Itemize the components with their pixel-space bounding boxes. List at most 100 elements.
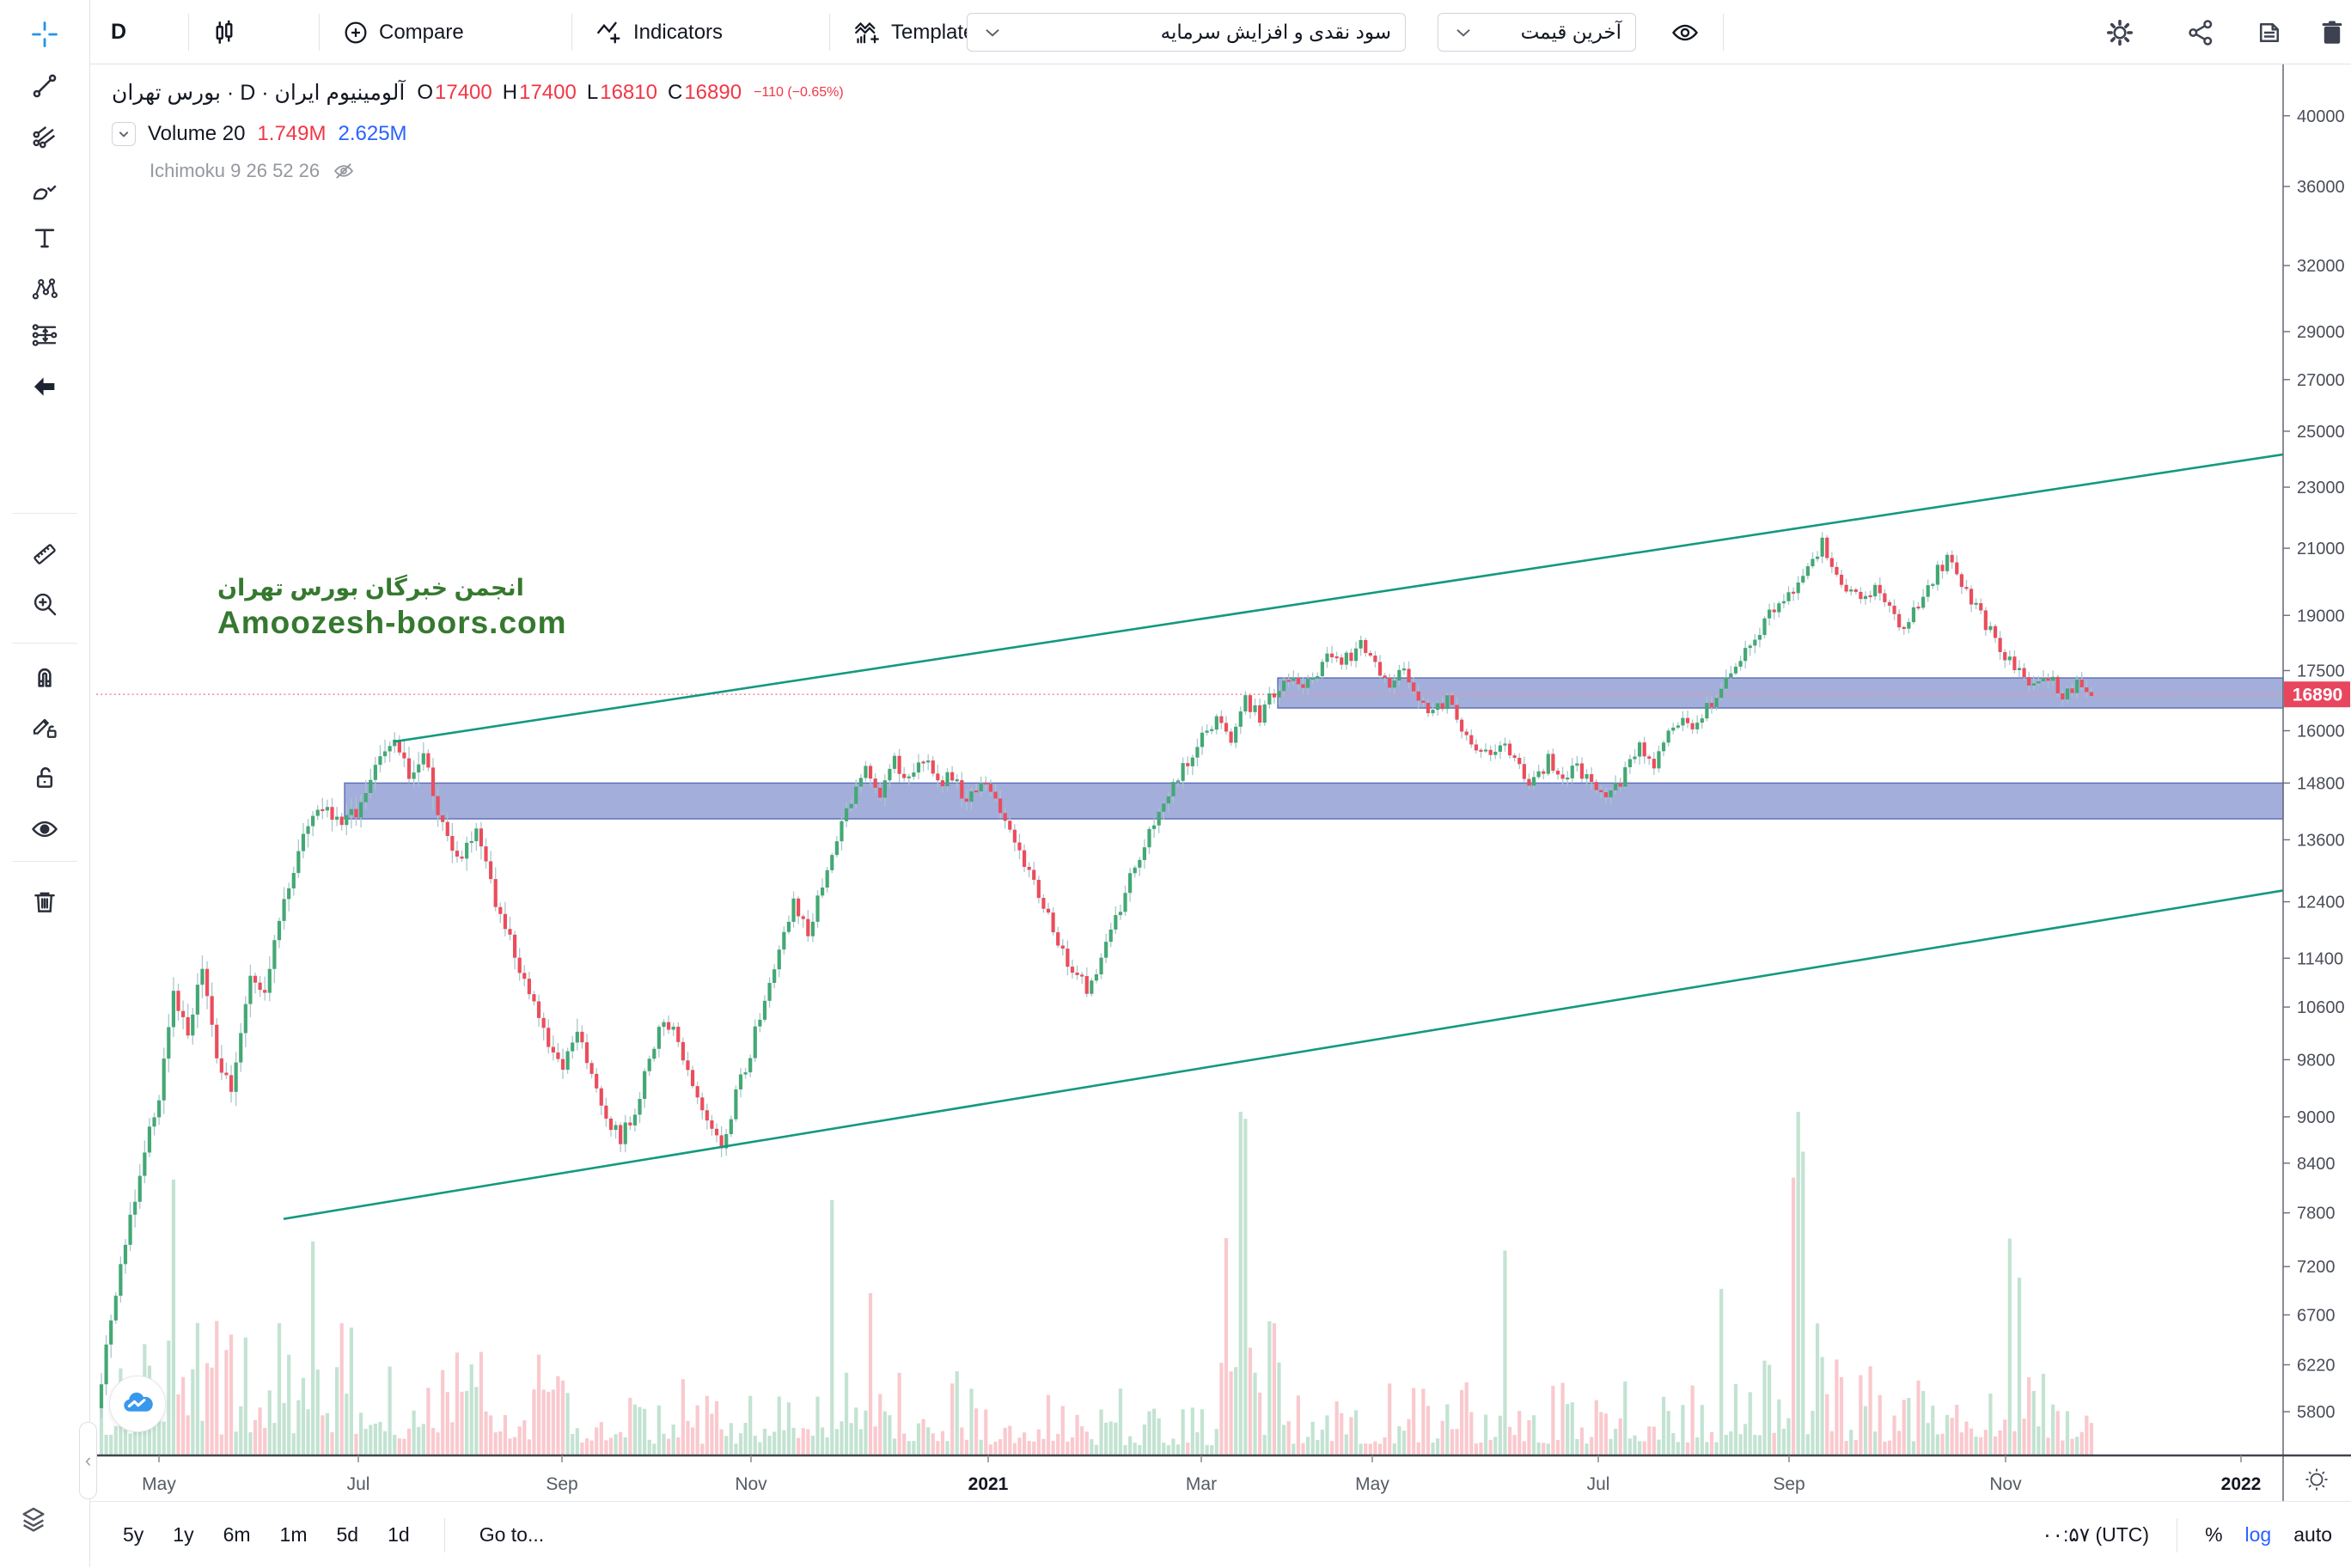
trend-channel[interactable]: [283, 453, 2284, 1221]
candle: [1921, 596, 1926, 608]
candle: [753, 1026, 757, 1059]
volume-bar: [791, 1427, 796, 1455]
time-tick-label: Mar: [1186, 1474, 1217, 1494]
range-button-1m[interactable]: 1m: [279, 1523, 308, 1546]
magnet-mode-icon[interactable]: [30, 662, 59, 691]
volume-bar: [1147, 1411, 1151, 1455]
hide-drawings-eye-icon[interactable]: [30, 815, 59, 844]
trend-line-tool-icon[interactable]: [30, 71, 59, 101]
candle: [647, 1059, 651, 1071]
percent-scale-button[interactable]: %: [2205, 1523, 2223, 1546]
symbol-legend-row[interactable]: آلومینیوم ایران · D · بورس تهران O 17400 H…: [112, 77, 844, 108]
arrow-marker-tool-icon[interactable]: [30, 372, 59, 401]
last-price-dropdown[interactable]: آخرین قیمت: [1438, 13, 1636, 52]
candle: [916, 762, 921, 773]
volume-bar: [786, 1402, 791, 1455]
range-button-5d[interactable]: 5d: [336, 1523, 359, 1546]
dividend-adjustment-dropdown[interactable]: سود نقدی و افزایش سرمایه: [967, 13, 1406, 52]
candle: [1666, 730, 1670, 743]
compare-button[interactable]: Compare: [341, 0, 464, 64]
candle: [1080, 974, 1084, 977]
volume-bar: [1066, 1441, 1070, 1455]
clock-utc-button[interactable]: ۰۰:۵۷ (UTC): [2042, 1523, 2150, 1546]
candle: [426, 753, 431, 768]
candle: [1474, 744, 1478, 751]
lower-channel-line[interactable]: [283, 889, 2284, 1221]
drawing-mode-lock-icon[interactable]: [30, 711, 59, 741]
range-button-1y[interactable]: 1y: [173, 1523, 194, 1546]
candle: [762, 1000, 767, 1020]
candle: [912, 772, 916, 777]
volume-bar: [945, 1441, 950, 1455]
templates-button[interactable]: Templates: [852, 0, 985, 64]
upper-channel-line[interactable]: [393, 453, 2284, 743]
logo-bubble-button[interactable]: [109, 1376, 166, 1432]
volume-bar: [921, 1419, 925, 1455]
support-zone[interactable]: [344, 782, 2284, 820]
chart-top-toolbar: D Compare Indicators Templates سود نقدی …: [90, 0, 2351, 64]
sidebar-collapse-handle[interactable]: ‹: [79, 1422, 97, 1499]
remove-drawings-trash-icon[interactable]: [30, 888, 59, 917]
measure-ruler-icon[interactable]: [30, 540, 59, 569]
trading-notes-button[interactable]: [2254, 0, 2285, 64]
text-tool-icon[interactable]: [30, 223, 59, 253]
candle: [1618, 783, 1622, 787]
range-button-1d[interactable]: 1d: [388, 1523, 410, 1546]
pitchfork-tool-icon[interactable]: [30, 123, 59, 152]
volume-indicator-label: Volume 20: [148, 122, 246, 145]
candle: [584, 1042, 589, 1064]
auto-scale-button[interactable]: auto: [2293, 1523, 2332, 1546]
crosshair-tool-icon[interactable]: [30, 20, 59, 49]
hide-marks-button[interactable]: [1670, 0, 1701, 64]
candle: [469, 840, 473, 844]
toolbar-divider: [12, 643, 77, 644]
candle: [844, 808, 849, 821]
volume-bar: [104, 1434, 108, 1455]
legend-collapse-button[interactable]: [112, 122, 136, 146]
price-zones[interactable]: [344, 677, 2284, 820]
toolbar-divider: [829, 14, 830, 51]
candle: [1623, 766, 1627, 787]
chart-settings-button[interactable]: [2104, 0, 2135, 64]
candle: [1349, 652, 1353, 662]
time-axis[interactable]: May Jul Sep Nov 2021 Mar May Jul Sep Nov 2022: [90, 1454, 2351, 1494]
volume-bar: [426, 1388, 431, 1455]
candle: [277, 920, 282, 941]
volume-bar: [1320, 1429, 1324, 1455]
range-button-5y[interactable]: 5y: [123, 1523, 144, 1546]
candle: [743, 1072, 748, 1075]
candle: [157, 1100, 162, 1118]
candle: [1296, 677, 1301, 685]
zoom-in-tool-icon[interactable]: [30, 589, 59, 619]
candle: [1436, 703, 1440, 711]
ohlc-value: 17400: [435, 81, 492, 104]
candle: [1748, 645, 1752, 649]
candle: [1479, 749, 1483, 752]
range-button-6m[interactable]: 6m: [223, 1523, 251, 1546]
indicators-button[interactable]: Indicators: [594, 0, 723, 64]
object-tree-layers-icon[interactable]: [19, 1504, 48, 1534]
chart-style-button[interactable]: [209, 0, 240, 64]
xabcd-pattern-tool-icon[interactable]: [30, 275, 59, 304]
lock-all-drawings-icon[interactable]: [30, 763, 59, 792]
eye-off-icon[interactable]: [332, 159, 356, 183]
candle: [551, 1046, 555, 1052]
volume-bar: [1340, 1412, 1344, 1455]
volume-bar: [1142, 1424, 1146, 1455]
interval-button[interactable]: D: [111, 0, 126, 64]
volume-bar: [1219, 1363, 1224, 1455]
share-button[interactable]: [2185, 0, 2216, 64]
candle: [1123, 893, 1127, 912]
brush-tool-icon[interactable]: [30, 176, 59, 205]
price-axis[interactable]: 40000 36000 32000 29000 27000 25000 23000 21000…: [2282, 64, 2350, 1501]
candle: [1320, 662, 1324, 677]
projection-tool-icon[interactable]: [30, 320, 59, 350]
remove-chart-button[interactable]: [2317, 0, 2347, 64]
candle: [1493, 751, 1498, 755]
price-chart[interactable]: 40000 36000 32000 29000 27000 25000 23000 21000…: [90, 64, 2351, 1501]
axis-settings-sun-icon[interactable]: [2305, 1468, 2328, 1491]
log-scale-button[interactable]: log: [2244, 1523, 2272, 1546]
volume-bar: [1753, 1435, 1757, 1455]
goto-button[interactable]: Go to...: [479, 1523, 545, 1546]
volume-bar: [1974, 1437, 1978, 1455]
